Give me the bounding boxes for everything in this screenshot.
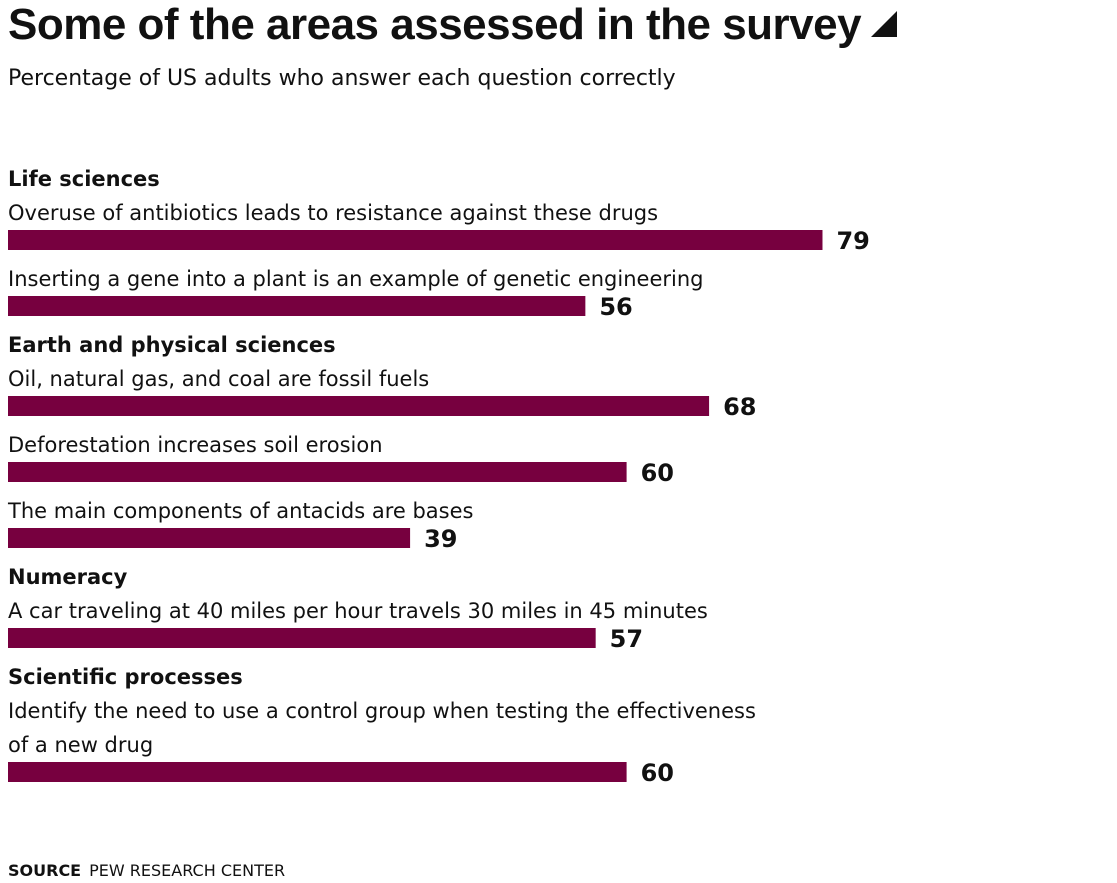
source-note: SOURCE PEW RESEARCH CENTER	[8, 860, 285, 882]
question-label: Deforestation increases soil erosion	[8, 433, 383, 457]
value-label: 60	[641, 759, 674, 787]
bar	[8, 230, 823, 250]
bar	[8, 762, 627, 782]
value-label: 68	[723, 393, 756, 421]
category-label: Scientific processes	[8, 665, 243, 689]
source-label: SOURCE	[8, 861, 82, 880]
question-label: of a new drug	[8, 733, 153, 757]
triangle-icon	[871, 11, 898, 38]
question-label: Oil, natural gas, and coal are fossil fu…	[8, 367, 429, 391]
category-label: Numeracy	[8, 565, 128, 589]
value-label: 39	[424, 525, 457, 553]
value-label: 60	[641, 459, 674, 487]
bar	[8, 462, 627, 482]
bar	[8, 296, 586, 316]
question-label: Inserting a gene into a plant is an exam…	[8, 267, 703, 291]
bar	[8, 628, 596, 648]
source-text: PEW RESEARCH CENTER	[89, 861, 286, 880]
bar	[8, 528, 411, 548]
value-label: 57	[610, 625, 643, 653]
value-label: 56	[599, 293, 632, 321]
chart-title-text: Some of the areas assessed in the survey	[8, 0, 862, 49]
chart-title: Some of the areas assessed in the survey	[8, 0, 898, 52]
category-label: Life sciences	[8, 167, 160, 191]
question-label: Identify the need to use a control group…	[8, 699, 756, 723]
question-label: Overuse of antibiotics leads to resistan…	[8, 201, 658, 225]
question-label: The main components of antacids are base…	[7, 499, 473, 523]
question-label: A car traveling at 40 miles per hour tra…	[8, 599, 708, 623]
value-label: 79	[836, 227, 869, 255]
bar	[8, 396, 710, 416]
chart-subtitle: Percentage of US adults who answer each …	[8, 66, 676, 91]
category-label: Earth and physical sciences	[8, 333, 336, 357]
